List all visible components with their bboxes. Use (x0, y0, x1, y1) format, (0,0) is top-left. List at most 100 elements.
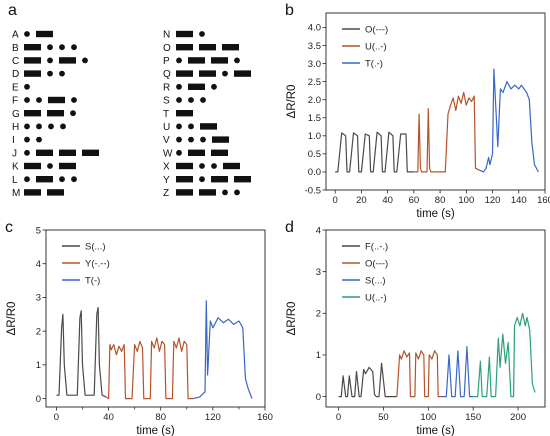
y-tick-label: 2.5 (308, 77, 321, 88)
morse-code-f (24, 96, 77, 104)
series-line-2 (413, 91, 480, 173)
morse-letter-n: N (163, 30, 170, 41)
morse-code-b (24, 44, 77, 51)
morse-dot (176, 83, 182, 90)
morse-letter-k: K (12, 162, 19, 173)
series-line-1 (56, 306, 107, 398)
morse-dash (211, 176, 228, 183)
morse-letter-m: M (12, 188, 20, 199)
morse-dot (47, 163, 53, 169)
morse-letter-u: U (163, 122, 170, 133)
morse-letter-t: T (163, 109, 169, 120)
morse-dot (24, 31, 30, 37)
morse-dash (36, 30, 53, 38)
y-tick-label: 1.0 (308, 131, 321, 142)
morse-code-h (24, 123, 66, 130)
morse-dash (188, 57, 205, 64)
x-tick-label: 160 (257, 412, 273, 423)
series-line-2 (396, 350, 442, 398)
morse-code-a (24, 30, 53, 38)
y-tick-label: 3.5 (308, 41, 321, 52)
morse-dot (200, 97, 206, 103)
y-tick-label: 1.5 (308, 113, 321, 124)
morse-letter-h: H (12, 122, 19, 133)
legend-label: O(---) (365, 24, 388, 35)
morse-dot (36, 97, 42, 103)
y-tick-label: 0 (316, 392, 321, 403)
morse-dot (199, 163, 205, 169)
x-tick-label: 100 (458, 195, 474, 206)
morse-dot (71, 97, 77, 103)
panel-letter-d: d (285, 219, 294, 236)
y-axis-title: ΔR/R0 (286, 302, 298, 336)
morse-dot (36, 123, 42, 130)
legend-label: S(...) (365, 275, 386, 286)
morse-letter-c: C (12, 56, 19, 67)
morse-dot (24, 83, 30, 90)
x-tick-label: 40 (103, 412, 114, 423)
morse-dot (200, 136, 206, 143)
morse-dot (24, 149, 30, 156)
y-tick-label: 1 (36, 360, 41, 371)
morse-dash (48, 96, 65, 104)
morse-code-e (24, 83, 30, 90)
morse-code-m (24, 189, 64, 196)
y-tick-label: 0.5 (308, 149, 321, 160)
morse-code-p (176, 57, 240, 64)
x-axis-title: time (s) (416, 208, 455, 220)
morse-dash (59, 149, 76, 156)
y-axis-title: ΔR/R0 (286, 85, 298, 119)
plot-frame (325, 229, 546, 408)
morse-dash (24, 57, 41, 64)
morse-dash (176, 44, 193, 51)
morse-letter-e: E (12, 82, 19, 93)
morse-dot (70, 110, 76, 117)
x-axis-title: time (s) (136, 425, 175, 436)
morse-dash (176, 189, 193, 196)
x-tick-label: 60 (409, 195, 420, 206)
x-tick-label: 50 (378, 412, 389, 423)
morse-dot (234, 189, 240, 196)
y-tick-label: 4.0 (308, 23, 321, 34)
morse-dash (199, 44, 216, 51)
panel-letter-b: b (285, 2, 294, 19)
morse-dash (47, 110, 64, 117)
series-line-4 (473, 312, 536, 398)
morse-dash (36, 176, 53, 183)
morse-letter-j: J (12, 148, 17, 159)
morse-dash (199, 70, 216, 77)
morse-dash (234, 70, 251, 77)
morse-code-v (176, 136, 229, 143)
morse-dot (36, 136, 42, 143)
morse-dash (212, 136, 229, 143)
morse-dot (199, 176, 205, 183)
x-tick-label: 120 (205, 412, 221, 423)
y-tick-label: 3 (36, 293, 41, 304)
morse-letter-s: S (163, 96, 170, 107)
morse-dash (24, 162, 41, 170)
panel-letter-c: c (5, 219, 13, 236)
morse-dot (48, 123, 54, 130)
y-tick-label: 2 (316, 309, 321, 320)
y-tick-label: 4 (316, 225, 321, 236)
legend-label: U(..-) (365, 41, 387, 52)
morse-dot (59, 70, 65, 77)
morse-dot (188, 123, 194, 130)
x-tick-label: 80 (155, 412, 166, 423)
x-tick-label: 20 (356, 195, 367, 206)
legend-label: S(...) (85, 241, 106, 252)
x-tick-label: 0 (333, 195, 338, 206)
plot-frame (325, 12, 546, 191)
morse-dot (188, 136, 194, 143)
morse-dash (24, 70, 41, 77)
morse-dash (176, 162, 193, 170)
legend-label: T(.-) (365, 58, 383, 69)
x-tick-label: 0 (336, 412, 341, 423)
plot-frame (45, 229, 266, 408)
x-axis-title: time (s) (416, 425, 455, 436)
morse-dash (47, 189, 64, 196)
chart-panel-c: 0 40 80 120 160 0 1 2 3 4 5 time (s) ΔR/R0 S(...) Y(-.… (6, 225, 273, 436)
morse-letter-w: W (163, 148, 173, 159)
morse-code-y (176, 176, 251, 183)
